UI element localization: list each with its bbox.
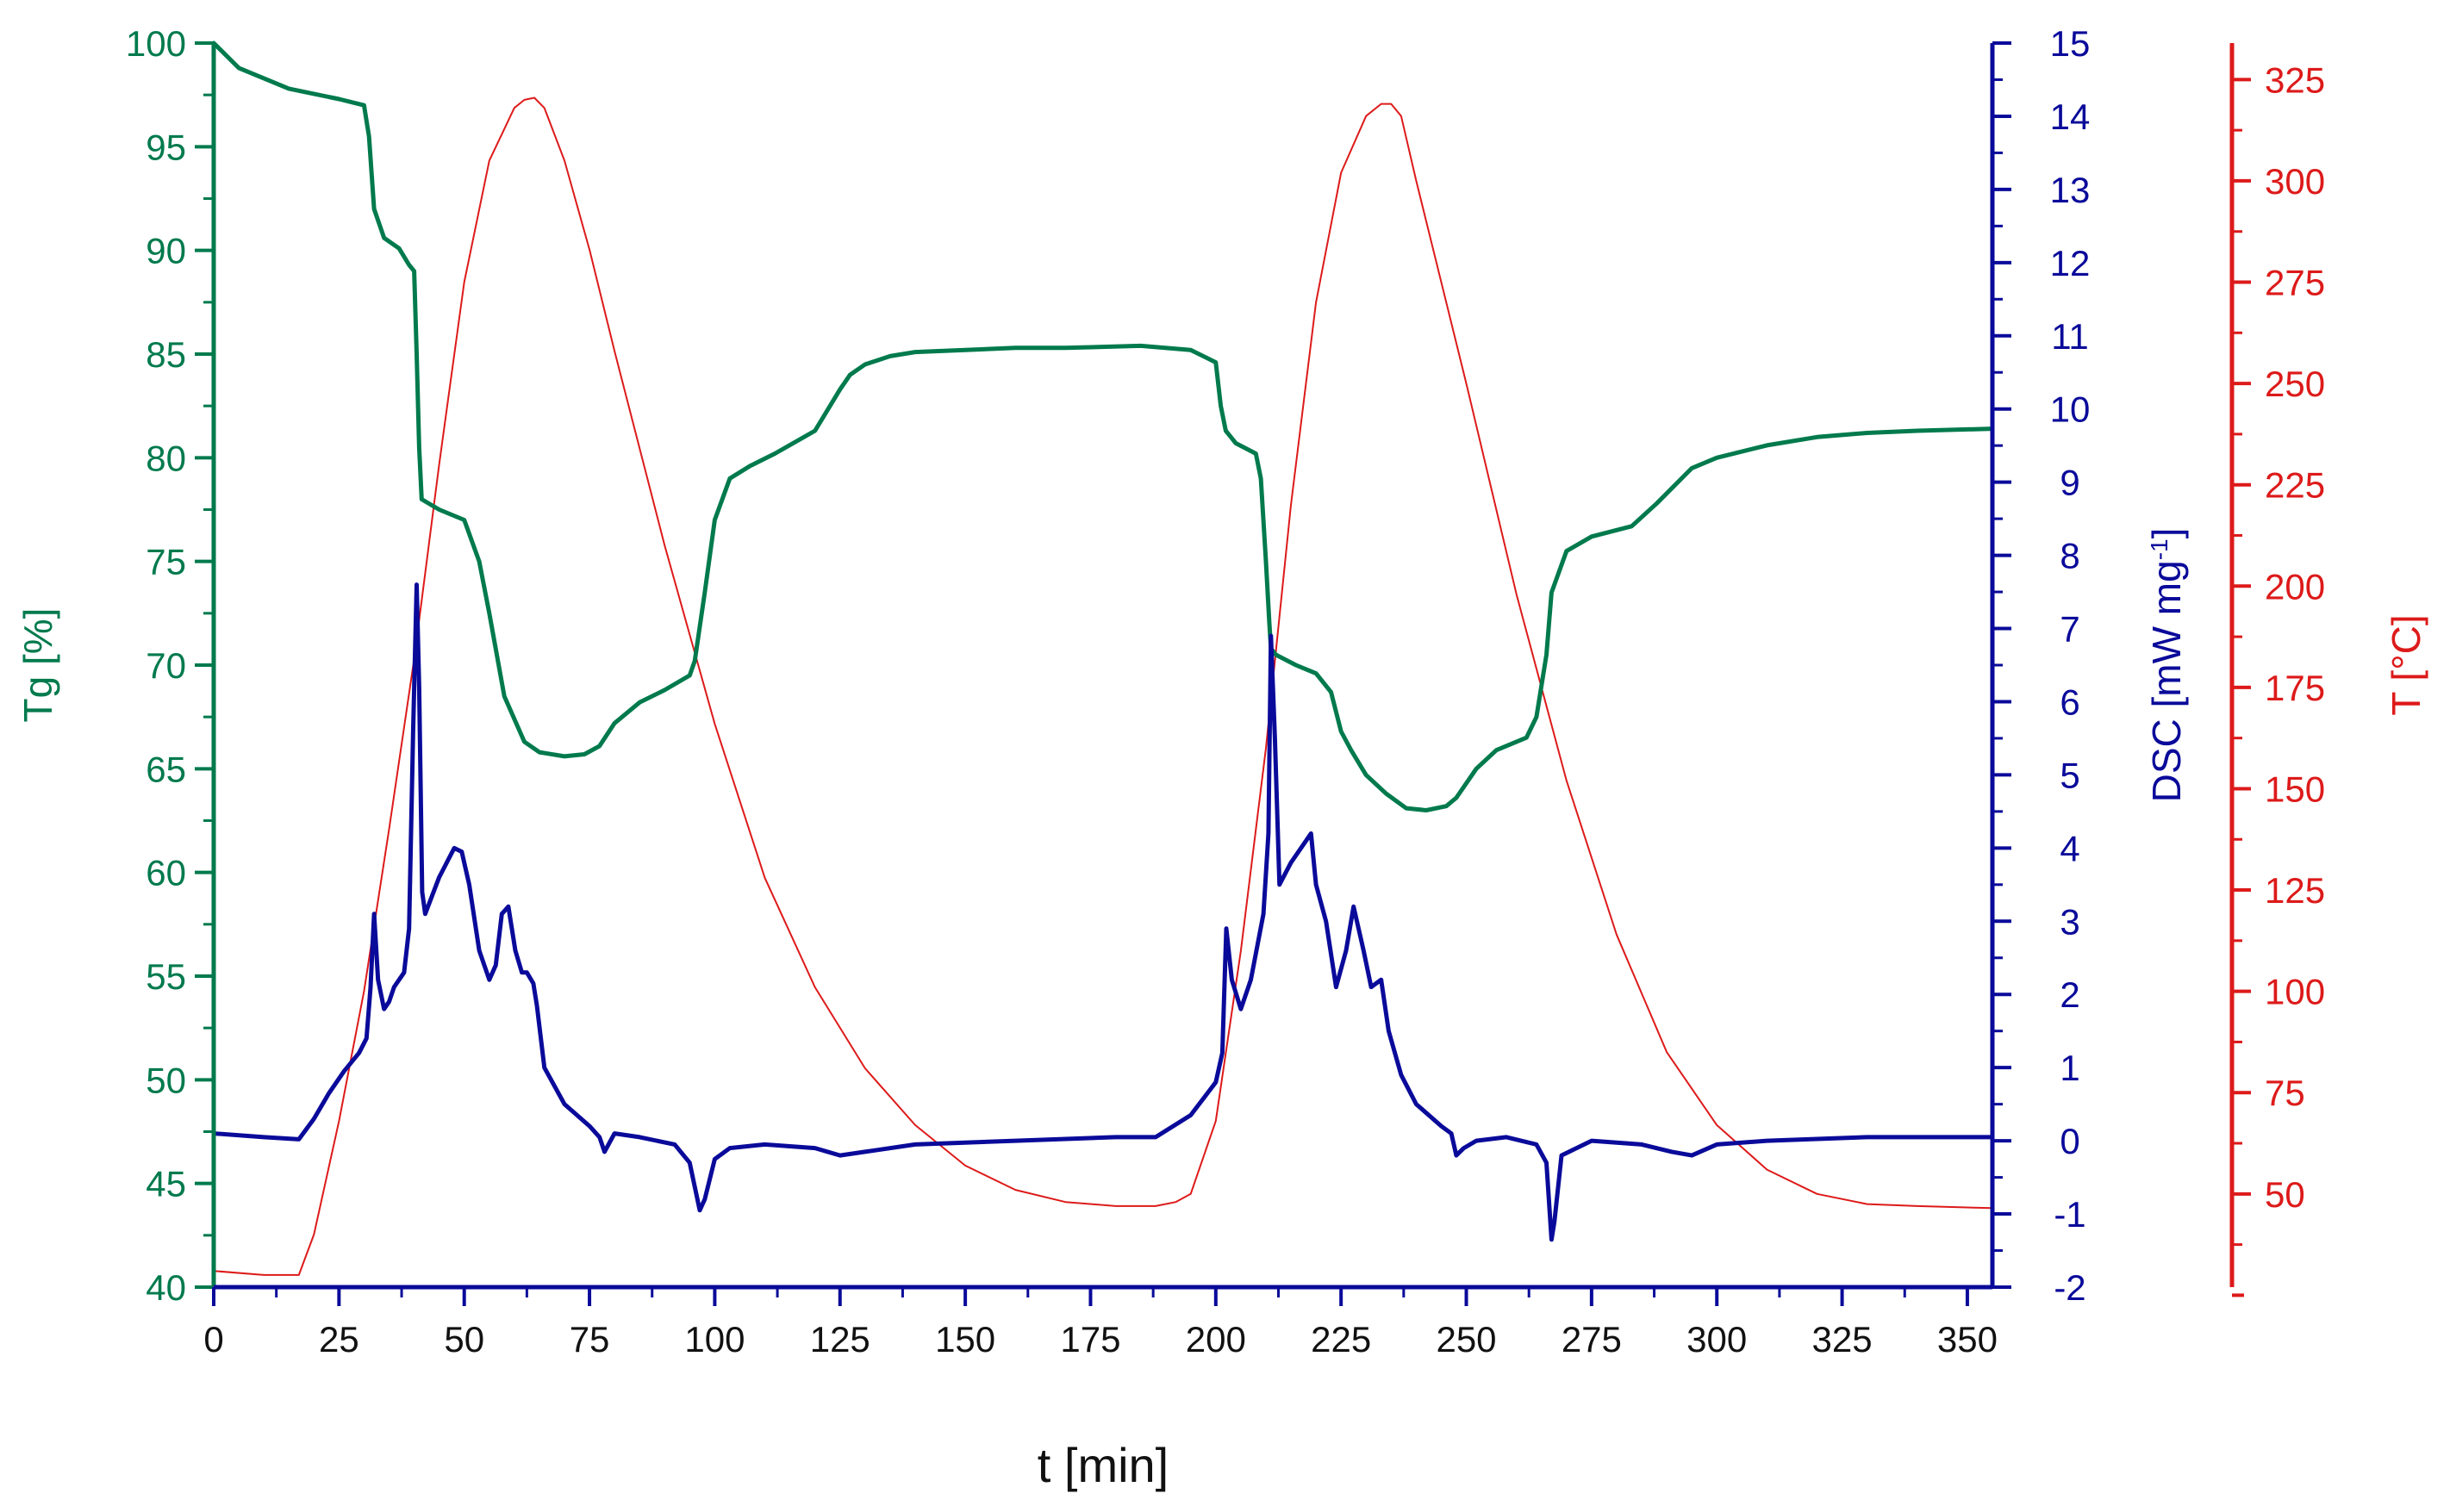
- temp-axis: 50 75 100 125 150 175 200 225 250 275 300 325 T [°C…: [2229, 43, 2428, 1297]
- x-tick-label: 125: [810, 1319, 870, 1360]
- dsc-axis-title-main: DSC [mW mg: [2144, 560, 2189, 802]
- temp-axis-ticks: 50 75 100 125 150 175 200 225 250 275 300 325: [2232, 59, 2325, 1297]
- temp-tick-label: 175: [2265, 668, 2325, 708]
- series-temp-line: [213, 96, 1993, 1276]
- dsc-tick-label: 4: [2060, 828, 2079, 868]
- dsc-tick-label: 10: [2050, 389, 2091, 430]
- dsc-axis-title: DSC [mW mg-1]: [2144, 528, 2189, 803]
- series-dsc-line-group: [211, 582, 1995, 1242]
- dsc-tick-label: 8: [2060, 536, 2079, 576]
- x-tick-label: 50: [444, 1319, 484, 1360]
- x-tick-label: 75: [570, 1319, 610, 1360]
- series-dsc-line: [211, 582, 1995, 1242]
- tg-tick-label: 100: [126, 23, 186, 64]
- temp-tick-label: 50: [2265, 1174, 2305, 1215]
- temp-axis-title: T [°C]: [2384, 614, 2428, 715]
- temp-tick-label: 75: [2265, 1073, 2305, 1113]
- x-tick-label: 350: [1937, 1319, 1998, 1360]
- temp-tick-label: 150: [2265, 768, 2325, 809]
- tg-tick-label: 75: [146, 542, 186, 582]
- x-tick-label: 200: [1186, 1319, 1246, 1360]
- x-tick-label: 25: [319, 1319, 359, 1360]
- tg-tick-label: 80: [146, 438, 186, 478]
- tg-tick-label: 55: [146, 956, 186, 997]
- x-tick-label: 150: [935, 1319, 995, 1360]
- dsc-tick-label: 13: [2050, 170, 2091, 210]
- tg-axis-ticks: 40 45 50 55 60 65 70 75 80 85 90 95 100: [126, 23, 214, 1308]
- dsc-tick-label: 11: [2051, 316, 2089, 357]
- temp-tick-label: 125: [2265, 870, 2325, 911]
- dsc-tick-label: 7: [2060, 609, 2079, 650]
- tg-tick-label: 70: [146, 645, 186, 686]
- x-axis: 0 25 50 75 100 125 150 175 200 225 250 275 300 325 350…: [203, 1285, 1998, 1492]
- temp-tick-label: 300: [2265, 161, 2325, 202]
- x-tick-label: 100: [684, 1319, 745, 1360]
- temp-tick-label: 250: [2265, 364, 2325, 404]
- dsc-tick-label: 14: [2050, 96, 2091, 137]
- tg-tick-label: 40: [146, 1267, 186, 1308]
- temp-tick-label: 325: [2265, 59, 2325, 100]
- series-tg-line: [211, 40, 1995, 812]
- temp-tick-label: 100: [2265, 972, 2325, 1012]
- temp-tick-label: 275: [2265, 263, 2325, 303]
- dsc-axis-title-exponent: -1: [2146, 538, 2173, 560]
- dsc-tick-label: 2: [2060, 974, 2079, 1015]
- temp-tick-label: 200: [2265, 566, 2325, 607]
- dsc-tick-label: -2: [2054, 1267, 2085, 1308]
- x-tick-label: 250: [1436, 1319, 1496, 1360]
- x-tick-label: 300: [1686, 1319, 1747, 1360]
- x-tick-label: 225: [1311, 1319, 1371, 1360]
- tg-axis-title: Tg [%]: [16, 608, 60, 723]
- series-tg-line-group: [211, 40, 1995, 812]
- tg-tick-label: 85: [146, 334, 186, 375]
- dsc-tick-label: 9: [2060, 463, 2079, 503]
- dsc-tick-label: 5: [2060, 755, 2079, 795]
- plot-area: [211, 40, 1995, 1276]
- tg-tick-label: 50: [146, 1060, 186, 1100]
- x-axis-title: t [min]: [1038, 1438, 1169, 1492]
- series-temp-line-group: [213, 96, 1993, 1276]
- tg-axis: 40 45 50 55 60 65 70 75 80 85 90 95 100 Tg [%]: [16, 23, 216, 1308]
- x-tick-label: 275: [1562, 1319, 1622, 1360]
- x-tick-label: 0: [203, 1319, 223, 1360]
- tg-tick-label: 95: [146, 127, 186, 167]
- dsc-tick-label: 12: [2050, 243, 2091, 283]
- dsc-tick-label: 0: [2060, 1121, 2079, 1161]
- x-axis-ticks: 0 25 50 75 100 125 150 175 200 225 250 275 300 325 350: [203, 1287, 1998, 1360]
- dsc-tick-label: 1: [2060, 1048, 2079, 1088]
- dsc-tick-label: 6: [2060, 681, 2079, 722]
- tg-tick-label: 90: [146, 231, 186, 271]
- temp-tick-label: 225: [2265, 465, 2325, 506]
- dsc-axis-title-end: ]: [2144, 528, 2189, 539]
- x-tick-label: 325: [1812, 1319, 1873, 1360]
- tg-tick-label: 65: [146, 749, 186, 789]
- x-tick-label: 175: [1060, 1319, 1120, 1360]
- dsc-tick-label: 3: [2060, 901, 2079, 942]
- tg-tick-label: 45: [146, 1164, 186, 1204]
- dsc-tick-label: -1: [2054, 1194, 2085, 1235]
- tg-tick-label: 60: [146, 853, 186, 893]
- dsc-tick-label: 15: [2050, 23, 2091, 64]
